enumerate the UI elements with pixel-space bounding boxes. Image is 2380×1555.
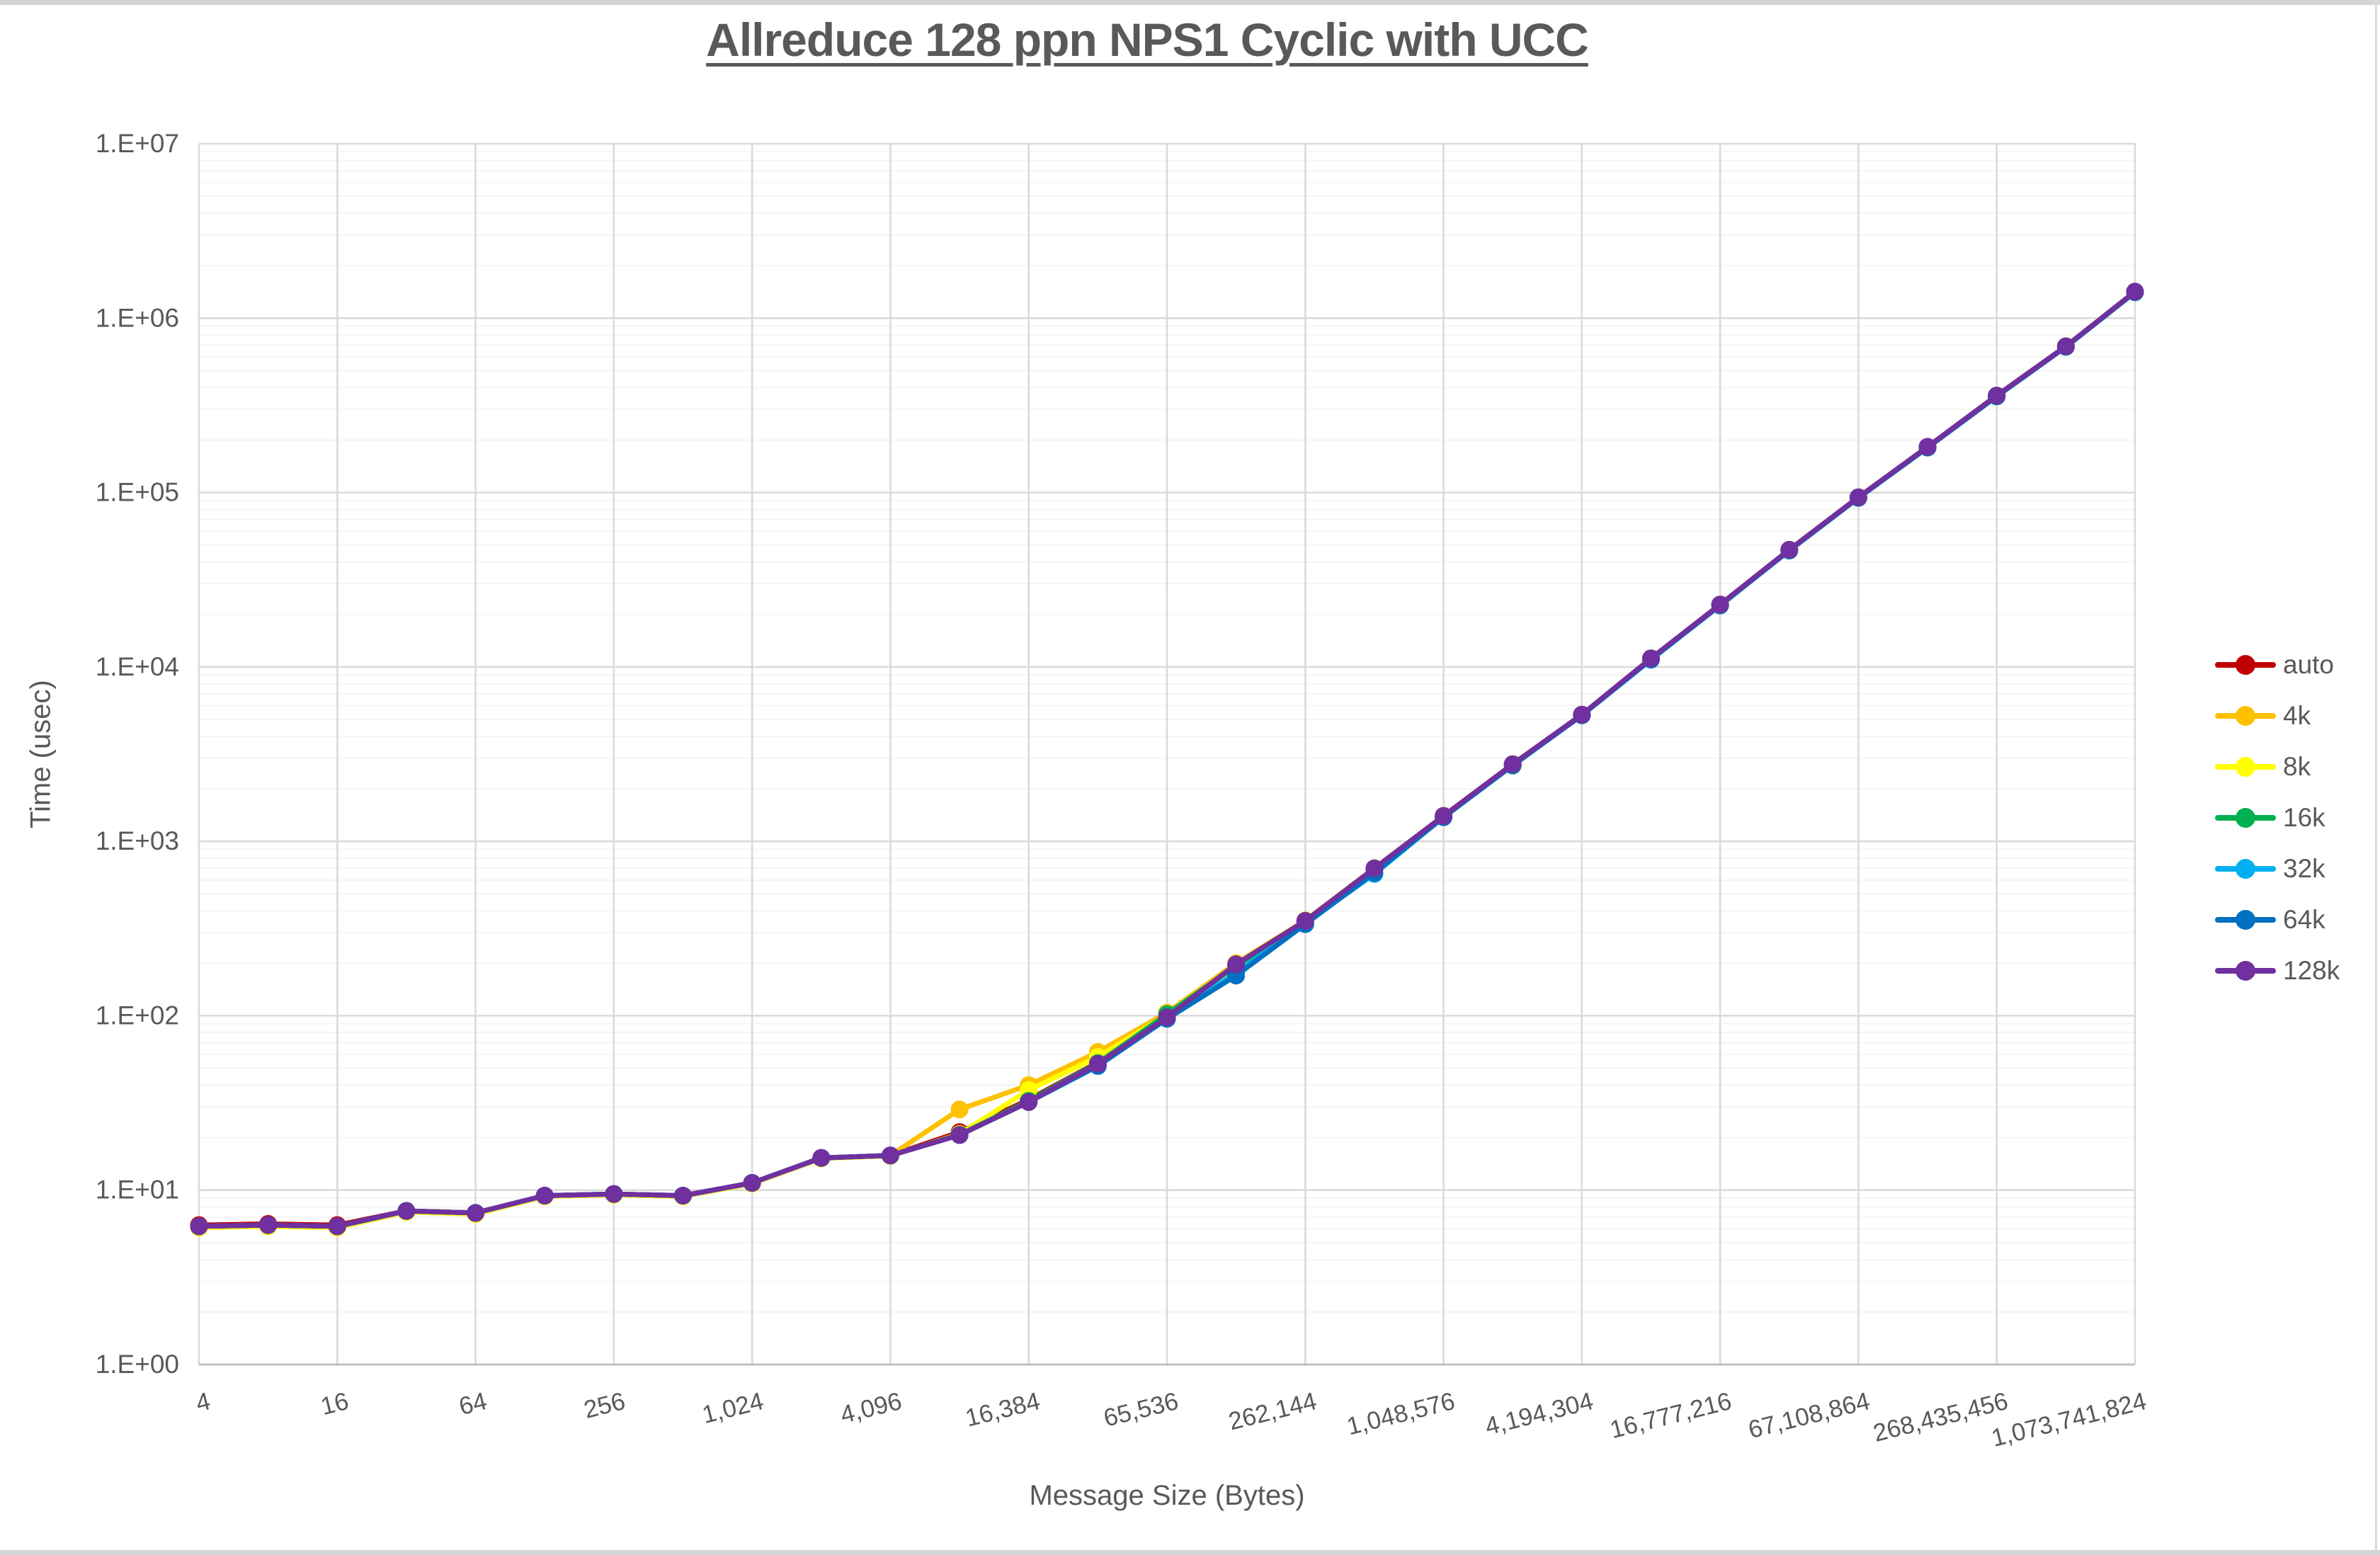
data-point-128k [467,1204,485,1222]
x-tick-label: 268,435,456 [1870,1387,2010,1447]
legend-item-128k[interactable]: 128k [2215,945,2340,996]
x-tick-label: 4,096 [838,1387,904,1429]
x-tick-label: 67,108,864 [1746,1387,1872,1444]
data-point-128k [881,1146,899,1165]
data-point-128k [1020,1093,1038,1111]
data-point-128k [1435,807,1453,825]
window-bottom-edge [0,1550,2380,1555]
legend-label: auto [2283,650,2335,679]
x-tick-label: 16,777,216 [1607,1387,1734,1444]
legend-marker-icon [2215,655,2276,675]
y-tick-label: 1.E+04 [96,652,179,681]
window-right-edge [2375,0,2377,1555]
data-point-128k [535,1187,554,1204]
x-tick-label: 16,384 [962,1387,1042,1432]
x-tick-label: 16 [318,1387,351,1420]
data-point-128k [950,1126,969,1144]
legend-label: 32k [2283,854,2325,883]
y-tick-label: 1.E+03 [96,826,179,855]
data-point-128k [674,1187,692,1204]
y-tick-label: 1.E+05 [96,478,179,507]
data-point-128k [1296,911,1314,930]
data-point-128k [190,1217,208,1236]
x-tick-label: 1,024 [700,1387,766,1429]
data-point-128k [1711,596,1729,614]
legend-marker-icon [2215,910,2276,930]
data-point-128k [1365,859,1384,877]
y-tick-label: 1.E+06 [96,303,179,332]
data-point-128k [259,1216,278,1234]
x-tick-label: 1,073,741,824 [1988,1387,2149,1452]
y-tick-label: 1.E+01 [96,1175,179,1204]
x-tick-label: 262,144 [1226,1387,1319,1435]
data-point-128k [1227,955,1246,974]
window-top-edge [0,0,2380,5]
data-point-128k [1642,649,1660,668]
chart-title: Allreduce 128 ppn NPS1 Cyclic with UCC [706,13,1589,66]
legend-marker-icon [2215,757,2276,777]
legend-item-16k[interactable]: 16k [2215,792,2340,843]
legend-label: 16k [2283,803,2325,832]
y-tick-label: 1.E+00 [96,1350,179,1379]
data-point-128k [605,1185,623,1203]
legend-label: 4k [2283,701,2311,730]
chart-legend: auto 4k 8k 16k 32k 64k 128k [2215,639,2340,996]
legend-label: 8k [2283,752,2311,781]
legend-item-auto[interactable]: auto [2215,639,2340,690]
x-tick-label: 4,194,304 [1482,1387,1596,1441]
data-point-128k [2126,283,2144,301]
legend-item-64k[interactable]: 64k [2215,894,2340,945]
data-point-128k [1088,1054,1107,1073]
data-point-128k [1918,438,1937,456]
data-point-128k [1158,1008,1176,1027]
legend-item-8k[interactable]: 8k [2215,741,2340,792]
data-point-128k [1573,705,1591,724]
data-point-128k [1988,387,2006,405]
data-point-128k [397,1202,416,1220]
legend-item-32k[interactable]: 32k [2215,843,2340,894]
x-tick-label: 64 [456,1387,489,1420]
x-tick-label: 1,048,576 [1344,1387,1458,1441]
y-tick-label: 1.E+02 [96,1001,179,1030]
legend-label: 64k [2283,905,2325,934]
data-point-128k [812,1149,831,1167]
y-tick-label: 1.E+07 [96,129,179,158]
x-tick-label: 4 [193,1387,213,1418]
x-axis-title: Message Size (Bytes) [1029,1480,1305,1511]
legend-marker-icon [2215,859,2276,879]
x-tick-label: 65,536 [1101,1387,1181,1432]
data-point-128k [328,1217,346,1236]
legend-marker-icon [2215,808,2276,828]
data-point-4k [950,1100,969,1119]
data-point-128k [1849,488,1867,506]
y-axis-title: Time (usec) [25,680,57,828]
legend-marker-icon [2215,961,2276,981]
data-point-128k [743,1174,761,1192]
data-point-128k [1780,540,1799,559]
legend-item-4k[interactable]: 4k [2215,690,2340,741]
legend-label: 128k [2283,956,2340,985]
legend-marker-icon [2215,706,2276,726]
data-point-128k [2056,337,2075,355]
x-tick-label: 256 [581,1387,628,1424]
data-point-128k [1503,755,1522,773]
